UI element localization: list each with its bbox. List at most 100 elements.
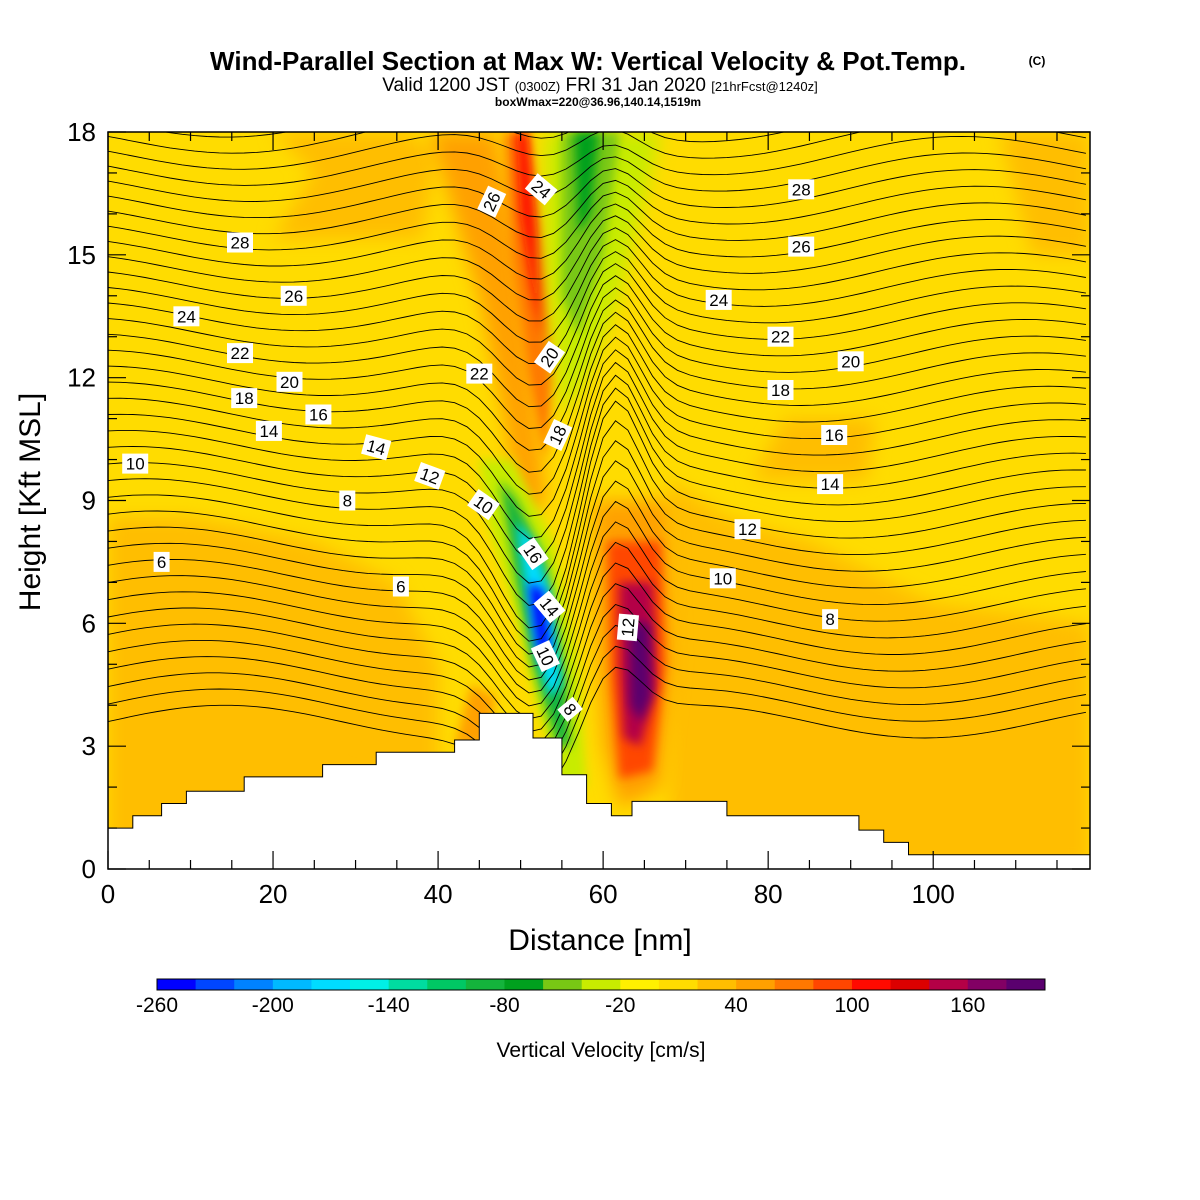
isentrope-line	[108, 583, 1086, 746]
colorbar-swatch	[658, 979, 699, 990]
colorbar-tick-label: -260	[136, 994, 178, 1017]
contour-label: 28	[788, 179, 815, 200]
contour-label: 10	[709, 568, 736, 589]
isentrope-line	[108, 287, 1086, 429]
isentrope-line	[162, 132, 289, 138]
isentrope-line	[108, 251, 1086, 365]
contour-label: 10	[122, 453, 149, 474]
colorbar-swatch	[350, 979, 390, 990]
contour-label: 24	[173, 306, 200, 327]
x-tick-label: 20	[259, 879, 288, 909]
y-tick-label: 18	[67, 117, 96, 147]
contour-label-text: 14	[259, 422, 278, 441]
contour-label-box	[361, 434, 392, 461]
x-tick-label: 60	[589, 879, 618, 909]
contour-label-text: 22	[231, 344, 250, 363]
box-info: boxWmax=220@36.96,140.14,1519m	[495, 95, 701, 109]
contour-label: 12	[734, 519, 761, 540]
contour-label-box	[173, 306, 200, 327]
contour-label-text: 28	[792, 180, 811, 199]
colorbar-swatch	[465, 979, 505, 990]
contour-label-box	[231, 388, 258, 409]
contour-label: 8	[339, 490, 356, 511]
contour-label-text: 8	[343, 492, 352, 511]
contour-label-text: 22	[470, 365, 489, 384]
contour-label-box	[153, 551, 170, 572]
contour-label-text: 16	[825, 426, 844, 445]
valid-date: FRI 31 Jan 2020	[566, 75, 706, 96]
isentrope-line	[108, 460, 1086, 668]
velocity-region	[516, 132, 542, 337]
colorbar-swatch	[851, 979, 892, 990]
x-tick-label: 0	[101, 879, 115, 909]
contour-label-box	[767, 326, 794, 347]
isentrope-line	[108, 239, 1086, 343]
contour-label-text: 28	[231, 234, 250, 253]
colorbar-swatch	[543, 979, 583, 990]
x-axis-label: Distance [nm]	[508, 924, 691, 957]
colorbar-swatch	[620, 979, 660, 990]
contour-label-box	[533, 340, 566, 374]
isentrope-line	[108, 603, 1086, 759]
isentrope-line	[108, 132, 1086, 170]
isentrope-line	[108, 135, 1086, 186]
isentrope-line	[108, 215, 1086, 301]
colorbar-swatch	[195, 979, 235, 990]
contour-label: 14	[817, 474, 844, 495]
axis-tick-labels: 0 20 40 60 80 100 0 3 6 9 12 15 18	[67, 117, 955, 909]
contour-label: 8	[557, 696, 583, 722]
isentrope-line	[108, 299, 1086, 451]
velocity-region	[355, 684, 381, 747]
contour-label-box	[530, 640, 560, 673]
contour-label-box	[467, 488, 500, 521]
contour-label-box	[517, 537, 549, 571]
contour-label-text: 26	[792, 238, 811, 257]
contour-label-text: 16	[309, 406, 328, 425]
contour-label-box	[817, 474, 844, 495]
contour-label: 18	[231, 388, 258, 409]
colorbar-tick-label: -80	[489, 994, 519, 1017]
colorbar-swatch	[388, 979, 428, 990]
isentrope-line	[108, 263, 1086, 386]
isentrope-line	[108, 349, 1086, 539]
chart-subtitle: Valid 1200 JST (0300Z) FRI 31 Jan 2020 […	[382, 75, 817, 96]
contour-label-box	[122, 453, 149, 474]
contour-label-box	[414, 462, 446, 490]
contour-label: 22	[466, 363, 493, 384]
contour-label-box	[543, 418, 573, 452]
colorbar-swatch	[234, 979, 274, 990]
contour-label-box	[466, 363, 493, 384]
contour-label-box	[616, 613, 639, 642]
velocity-region	[669, 480, 1090, 869]
contour-label-box	[767, 380, 794, 400]
vertical-velocity-field	[108, 132, 1090, 869]
isentrope-line	[108, 480, 1086, 681]
contour-label-text: 12	[738, 520, 757, 539]
colorbar-tick-label: 100	[834, 994, 869, 1017]
axis-ticks	[107, 131, 1090, 870]
isentrope-line	[108, 420, 1086, 642]
contour-label: 26	[788, 236, 815, 257]
isentrope-line	[108, 203, 1086, 280]
contour-label-box	[255, 420, 282, 441]
y-axis-label: Height [Kft MSL]	[14, 393, 47, 611]
y-tick-label: 3	[82, 731, 96, 761]
contour-label-box	[227, 343, 253, 364]
contour-label-text: 12	[618, 617, 639, 638]
isentrope-line	[108, 132, 787, 154]
contour-label-box	[788, 179, 815, 200]
colorbar-tick-label: 160	[950, 994, 985, 1017]
colorbar: -260 -200 -140 -80 -20 40 100 160	[136, 978, 1046, 1017]
contour-label: 18	[543, 418, 573, 452]
contour-label-box	[339, 490, 356, 511]
isentrope-line	[108, 666, 1086, 797]
contour-label: 6	[153, 551, 170, 572]
contour-label-box	[392, 576, 409, 597]
x-tick-label: 100	[912, 879, 955, 909]
isentrope-line	[108, 645, 1086, 784]
contour-label-text: 24	[177, 307, 196, 326]
isentrope-line	[108, 400, 1086, 629]
contour-label-box	[533, 590, 566, 624]
contour-label-text: 18	[235, 389, 254, 408]
